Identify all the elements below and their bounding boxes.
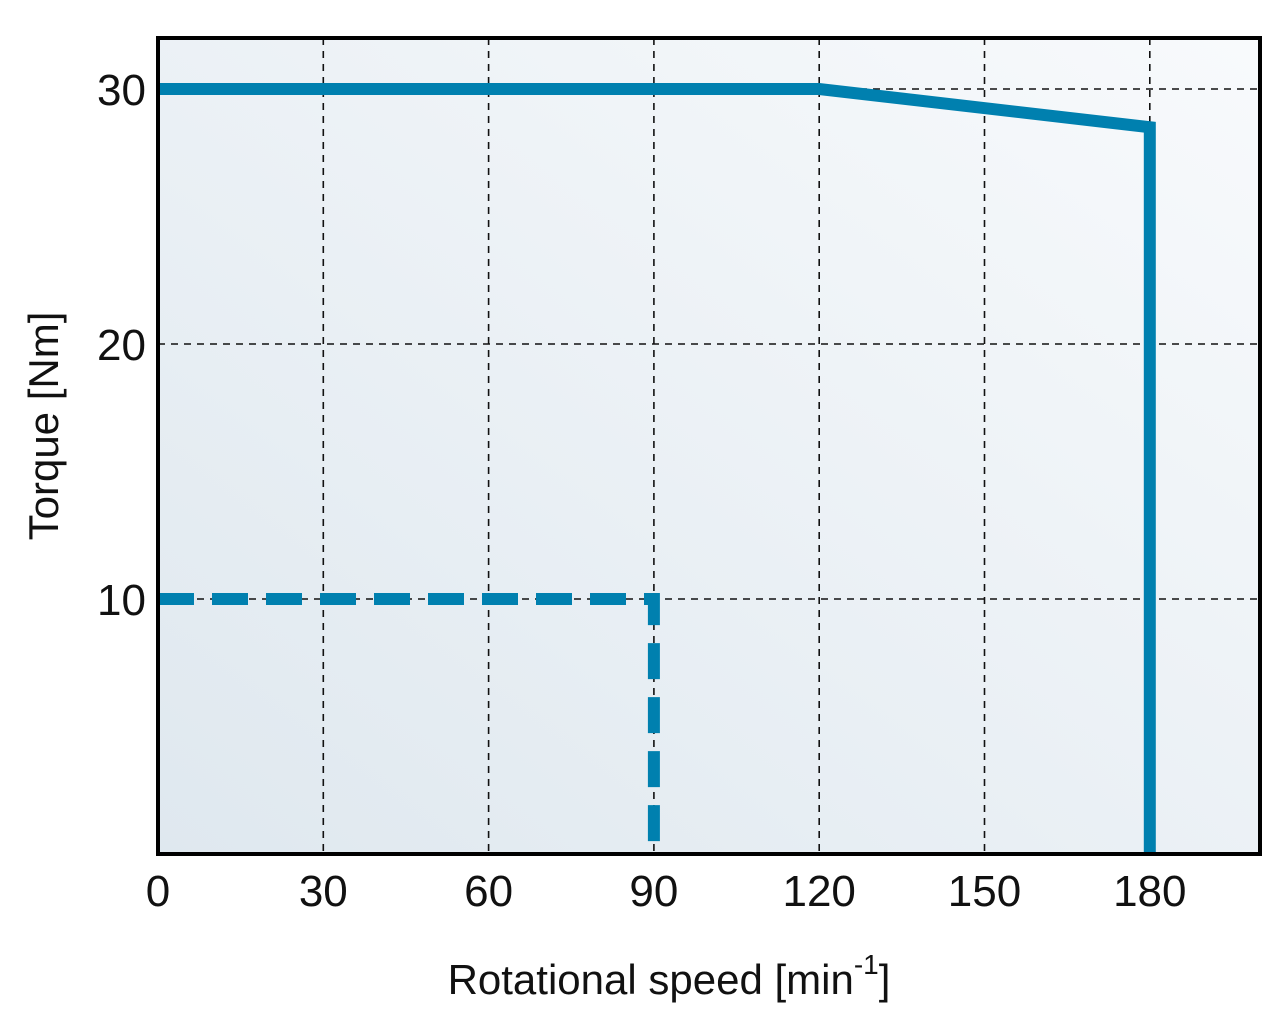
x-tick-label: 180 [1113, 867, 1186, 916]
series-line-solid [158, 83, 1156, 854]
x-axis-title-main: Rotational speed [min [448, 956, 854, 1003]
plot-frame [156, 36, 1262, 856]
x-tick-label: 90 [629, 867, 678, 916]
plot-area [158, 38, 1260, 854]
x-tick-labels: 0 30 60 90 120 150 180 [146, 867, 1187, 916]
y-axis-title: Torque [Nm] [20, 312, 67, 541]
x-axis-title-superscript: -1 [854, 949, 879, 980]
x-axis-title-suffix: ] [879, 956, 891, 1003]
series-line-dashed [158, 593, 660, 854]
x-tick-label: 120 [782, 867, 855, 916]
series-layer [158, 83, 1156, 854]
x-tick-label: 150 [948, 867, 1021, 916]
x-axis-title: Rotational speed [min-1] [448, 949, 891, 1003]
x-tick-label: 30 [299, 867, 348, 916]
x-tick-label: 60 [464, 867, 513, 916]
y-tick-label: 10 [97, 576, 146, 625]
y-tick-label: 20 [97, 321, 146, 370]
y-tick-label: 30 [97, 66, 146, 115]
y-tick-labels: 10 20 30 [97, 66, 146, 625]
x-tick-label: 0 [146, 867, 170, 916]
